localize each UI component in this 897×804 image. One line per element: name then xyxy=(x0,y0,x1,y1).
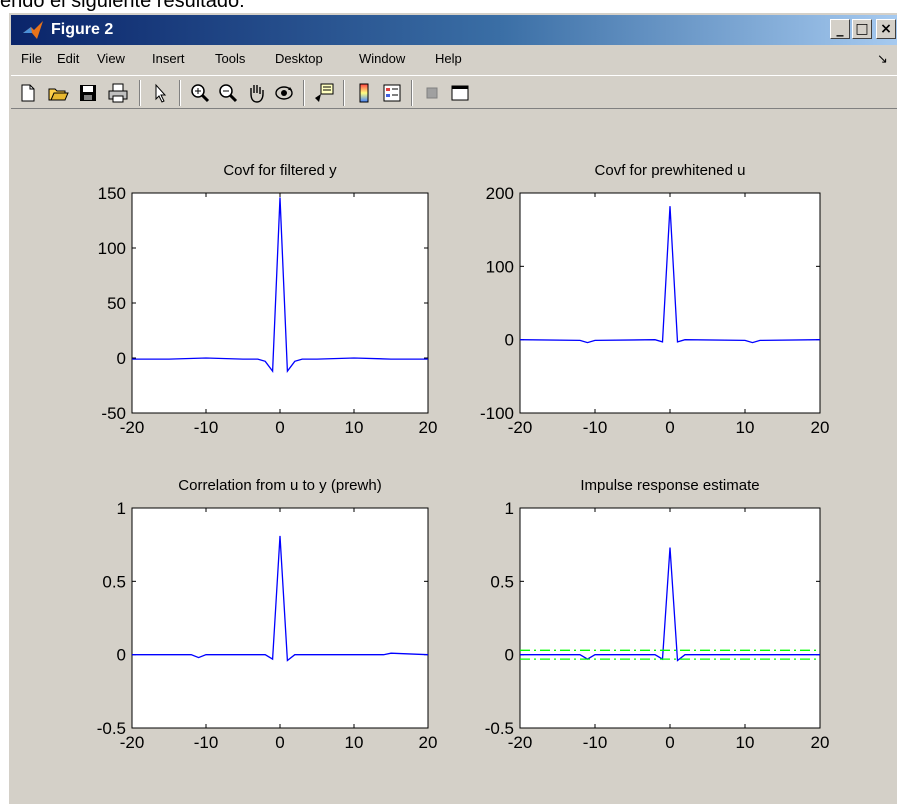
menu-tools[interactable]: Tools xyxy=(215,51,246,66)
print-icon[interactable] xyxy=(107,82,129,104)
minimize-button[interactable]: _ xyxy=(830,19,850,39)
toolbar-separator xyxy=(179,80,181,106)
x-tick-label: -20 xyxy=(120,733,145,752)
x-tick-label: 0 xyxy=(665,418,674,437)
x-tick-label: -20 xyxy=(508,418,533,437)
x-tick-label: -10 xyxy=(194,418,219,437)
y-tick-label: 0.5 xyxy=(490,572,514,591)
subplot-title: Covf for filtered y xyxy=(223,162,337,179)
menu-help[interactable]: Help xyxy=(435,51,462,66)
x-tick-label: -20 xyxy=(120,418,145,437)
y-tick-label: -0.5 xyxy=(485,719,514,738)
axes-box xyxy=(519,192,821,414)
y-tick-label: 0 xyxy=(117,349,126,368)
y-tick-label: -100 xyxy=(480,404,514,423)
menu-insert[interactable]: Insert xyxy=(152,51,185,66)
subplot-title: Impulse response estimate xyxy=(580,477,759,494)
y-tick-label: 100 xyxy=(486,257,514,276)
x-tick-label: 0 xyxy=(275,733,284,752)
series-line xyxy=(132,535,429,662)
menu-overflow-icon[interactable]: ↘ xyxy=(877,51,888,66)
menu-file[interactable]: File xyxy=(21,51,42,66)
menu-view[interactable]: View xyxy=(97,51,125,66)
figure-toolbar xyxy=(11,75,897,109)
series-line xyxy=(519,206,821,344)
pan-hand-icon[interactable] xyxy=(245,82,267,104)
y-tick-label: 0 xyxy=(505,331,514,350)
zoom-in-icon[interactable] xyxy=(189,82,211,104)
x-tick-label: -10 xyxy=(583,733,608,752)
save-icon[interactable] xyxy=(77,82,99,104)
y-tick-label: 0 xyxy=(505,646,514,665)
data-cursor-icon[interactable] xyxy=(313,82,335,104)
x-tick-label: -10 xyxy=(583,418,608,437)
toolbar-separator xyxy=(411,80,413,106)
x-tick-label: 20 xyxy=(811,733,830,752)
menu-desktop[interactable]: Desktop xyxy=(275,51,323,66)
y-tick-label: -0.5 xyxy=(97,719,126,738)
edit-plot-arrow-icon[interactable] xyxy=(149,82,171,104)
axes-box xyxy=(519,507,821,729)
x-tick-label: 10 xyxy=(345,418,364,437)
hide-plot-tools-icon[interactable] xyxy=(421,82,443,104)
y-tick-label: 0 xyxy=(117,646,126,665)
matlab-logo-icon xyxy=(23,21,43,39)
x-tick-label: 10 xyxy=(345,733,364,752)
x-tick-label: -20 xyxy=(508,733,533,752)
subplot-title: Covf for prewhitened u xyxy=(595,162,746,179)
zoom-out-icon[interactable] xyxy=(217,82,239,104)
menu-bar: File Edit View Insert Tools Desktop Wind… xyxy=(11,47,897,71)
y-tick-label: 100 xyxy=(98,239,126,258)
new-figure-icon[interactable] xyxy=(17,82,39,104)
close-button[interactable]: × xyxy=(876,19,896,39)
menu-edit[interactable]: Edit xyxy=(57,51,80,66)
rotate-3d-icon[interactable] xyxy=(273,82,295,104)
toolbar-separator xyxy=(139,80,141,106)
series-line xyxy=(132,197,428,374)
x-tick-label: 20 xyxy=(419,733,438,752)
x-tick-label: 10 xyxy=(736,418,755,437)
open-file-icon[interactable] xyxy=(47,82,69,104)
x-tick-label: 10 xyxy=(736,733,755,752)
y-tick-label: 200 xyxy=(486,184,514,203)
document-caption: endo el siguiente resultado: xyxy=(0,0,245,12)
y-tick-label: -50 xyxy=(101,404,126,423)
axes-box xyxy=(131,192,429,414)
x-tick-label: 0 xyxy=(665,733,674,752)
menu-window[interactable]: Window xyxy=(359,51,406,66)
maximize-button[interactable]: □ xyxy=(852,19,872,39)
window-title: Figure 2 xyxy=(51,21,114,38)
y-tick-label: 0.5 xyxy=(102,572,126,591)
y-tick-label: 150 xyxy=(98,184,126,203)
legend-icon[interactable] xyxy=(381,82,403,104)
title-bar[interactable]: Figure 2 _ □ × xyxy=(11,15,897,45)
y-tick-label: 50 xyxy=(107,294,126,313)
x-tick-label: -10 xyxy=(194,733,219,752)
x-tick-label: 20 xyxy=(419,418,438,437)
y-tick-label: 1 xyxy=(505,499,514,518)
x-tick-label: 20 xyxy=(811,418,830,437)
y-tick-label: 1 xyxy=(117,499,126,518)
subplot-title: Correlation from u to y (prewh) xyxy=(178,477,381,494)
x-tick-label: 0 xyxy=(275,418,284,437)
toolbar-separator xyxy=(303,80,305,106)
colorbar-icon[interactable] xyxy=(353,82,375,104)
show-plot-tools-icon[interactable] xyxy=(449,82,471,104)
toolbar-separator xyxy=(343,80,345,106)
